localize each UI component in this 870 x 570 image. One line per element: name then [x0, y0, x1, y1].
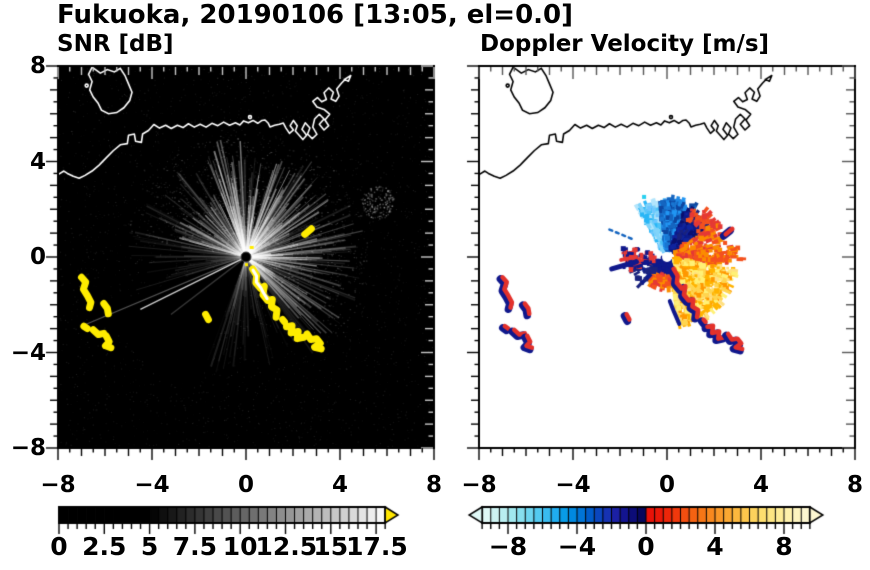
snr-xtick-label: −8 [40, 472, 76, 498]
snr-colorbar-label: 17.5 [346, 532, 408, 561]
vel-panel-title: Doppler Velocity [m/s] [480, 31, 770, 57]
snr-colorbar-label: 2.5 [82, 532, 127, 561]
ytick-label: 0 [29, 244, 46, 270]
vel-colorbar-label: −4 [557, 532, 597, 561]
vel-xtick-label: −4 [555, 472, 591, 498]
vel-colorbar-label: 8 [775, 532, 793, 561]
ytick-label: 4 [29, 148, 46, 175]
ytick-label: −8 [10, 435, 46, 461]
vel-xtick-label: 0 [658, 472, 675, 498]
snr-colorbar-label: 7.5 [172, 532, 218, 561]
vel-colorbar-label: 4 [706, 532, 724, 561]
vel-xtick-label: 4 [752, 472, 769, 498]
snr-xtick-label: −4 [134, 472, 170, 498]
snr-colorbar-label: 12.5 [255, 532, 318, 561]
snr-colorbar-label: 5 [140, 532, 159, 561]
snr-colorbar-label: 0 [50, 532, 68, 561]
snr-xtick-label: 4 [331, 472, 348, 498]
vel-colorbar-label: 0 [637, 532, 655, 561]
ytick-label: 8 [29, 53, 46, 79]
snr-colorbar-label: 10 [222, 532, 258, 561]
vel-xtick-label: 8 [846, 472, 863, 498]
snr-colorbar-label: 15 [313, 532, 349, 561]
vel-colorbar-label: −8 [488, 532, 528, 561]
snr-xtick-label: 8 [425, 472, 442, 498]
figure-title: Fukuoka, 20190106 [13:05, el=0.0] [57, 0, 574, 30]
vel-xtick-label: −8 [461, 472, 497, 498]
snr-panel-title: SNR [dB] [57, 31, 174, 57]
snr-xtick-label: 0 [237, 472, 254, 498]
ytick-label: −4 [10, 339, 46, 366]
